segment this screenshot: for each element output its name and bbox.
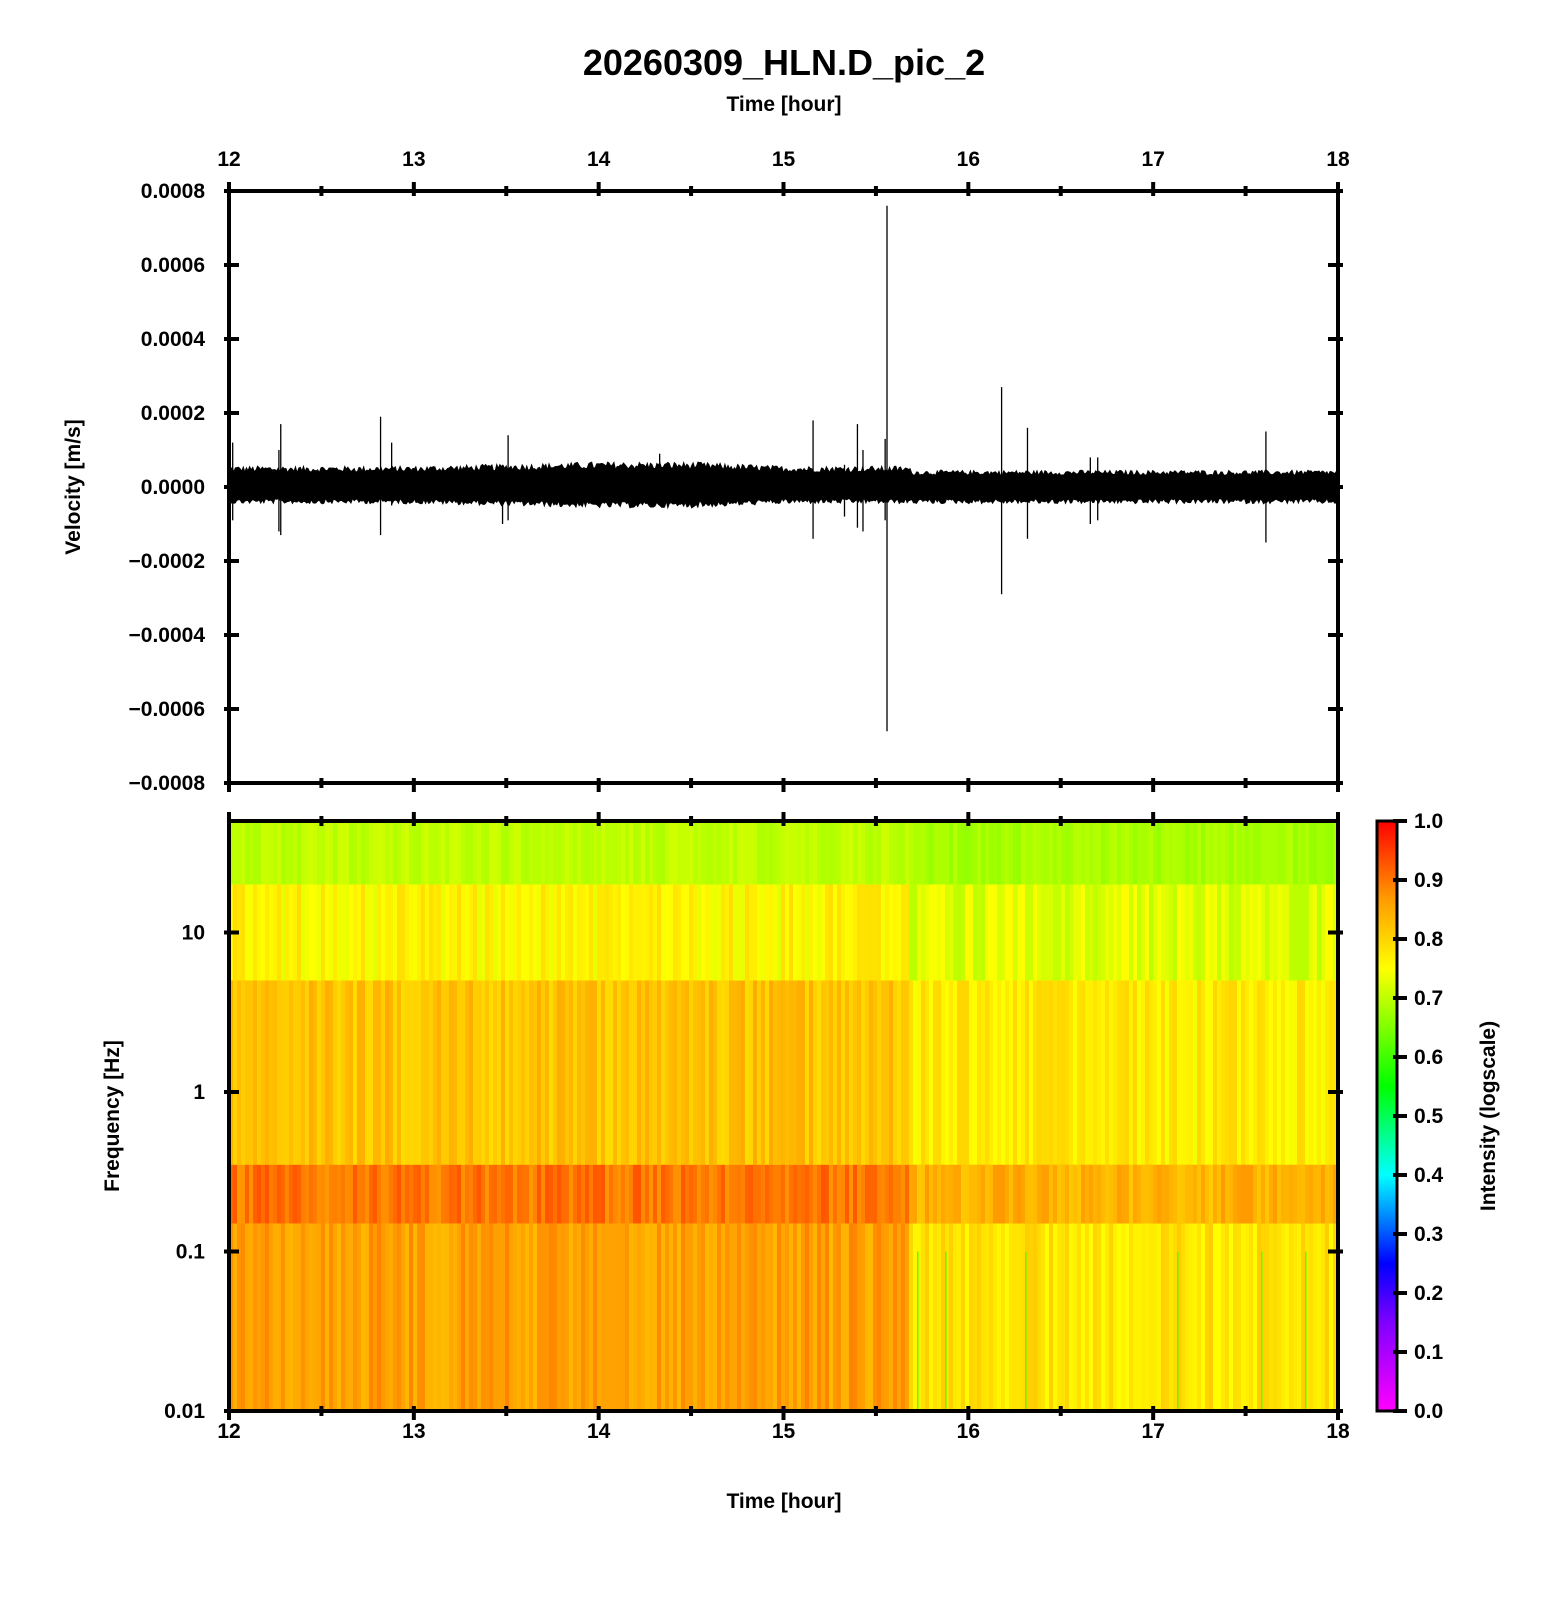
colorbar-tick-label: 0.4 [1414, 1164, 1444, 1187]
velocity-noise-band [229, 461, 1338, 510]
bottom-x-tick-label: 14 [587, 1420, 611, 1443]
velocity-y-tick-label: −0.0008 [129, 772, 206, 795]
colorbar-label: Intensity (logscale) [1477, 1021, 1500, 1211]
velocity-y-axis-label: Velocity [m/s] [62, 419, 85, 554]
velocity-y-tick-label: −0.0006 [129, 698, 206, 721]
velocity-y-tick-label: −0.0004 [129, 624, 206, 647]
bottom-x-tick-label: 16 [957, 1420, 980, 1443]
spectrogram-plot-frame [227, 819, 1340, 1413]
bottom-x-axis-label: Time [hour] [726, 1490, 841, 1513]
bottom-x-tick-label: 13 [402, 1420, 425, 1443]
velocity-panel: 12 13 14 15 16 17 18 0.00080.00060.00040.00020… [62, 148, 1350, 795]
top-x-tick-labels: 12 13 14 15 16 17 18 [217, 148, 1350, 171]
colorbar-tick-label: 0.2 [1414, 1282, 1443, 1305]
velocity-y-tick-label: 0.0006 [141, 254, 205, 277]
frequency-y-axis-label: Frequency [Hz] [101, 1040, 124, 1192]
colorbar-ticks: 1.0 0.9 0.8 0.7 0.6 0.5 0.4 0.3 0.2 0.1 0.0 [1393, 810, 1444, 1423]
top-x-tick-label: 12 [217, 148, 240, 171]
colorbar-tick-label: 0.6 [1414, 1046, 1443, 1069]
colorbar-tick-label: 0.1 [1414, 1341, 1444, 1364]
colorbar: 1.0 0.9 0.8 0.7 0.6 0.5 0.4 0.3 0.2 0.1 0.0 Intens… [1375, 810, 1500, 1423]
velocity-y-tick-label: 0.0004 [141, 328, 206, 351]
top-x-tick-label: 15 [772, 148, 796, 171]
bottom-x-tick-label: 15 [772, 1420, 796, 1443]
spectrogram-texture [229, 821, 1338, 1411]
velocity-y-tick-label: −0.0002 [129, 550, 206, 573]
top-x-tick-label: 18 [1326, 148, 1350, 171]
velocity-y-tick-label: 0.0008 [141, 180, 206, 203]
colorbar-tick-label: 0.8 [1414, 928, 1444, 951]
colorbar-tick-label: 0.7 [1414, 987, 1443, 1010]
colorbar-tick-label: 1.0 [1414, 810, 1443, 833]
frequency-y-tick-label: 1 [193, 1081, 205, 1104]
colorbar-tick-label: 0.9 [1414, 869, 1443, 892]
frequency-y-tick-label: 0.01 [164, 1400, 205, 1423]
bottom-x-tick-label: 18 [1326, 1420, 1350, 1443]
colorbar-tick-label: 0.5 [1414, 1105, 1444, 1128]
top-x-tick-label: 13 [402, 148, 425, 171]
velocity-y-tick-labels: 0.0008 0.0006 0.0004 0.0002 0.0000 −0.0002 −0.… [129, 180, 206, 795]
top-x-tick-label: 17 [1141, 148, 1164, 171]
top-x-axis-label: Time [hour] [726, 93, 841, 116]
bottom-x-tick-label: 17 [1141, 1420, 1164, 1443]
spectrogram-panel: 12 13 14 15 16 17 18 10 1 0.1 0.01 Frequency [Hz]… [101, 812, 1350, 1513]
frequency-y-tick-label: 0.1 [176, 1240, 206, 1263]
velocity-spikes [232, 205, 1267, 732]
bottom-x-tick-labels: 12 13 14 15 16 17 18 [217, 1420, 1350, 1443]
frequency-y-tick-label: 10 [182, 921, 205, 944]
top-x-tick-label: 14 [587, 148, 611, 171]
colorbar-tick-label: 0.3 [1414, 1223, 1443, 1246]
frequency-y-tick-labels: 10 1 0.1 0.01 [164, 921, 205, 1423]
top-x-tick-label: 16 [957, 148, 980, 171]
figure-title: 20260309_HLN.D_pic_2 [583, 42, 985, 83]
colorbar-tick-label: 0.0 [1414, 1400, 1443, 1423]
velocity-y-tick-label: 0.0002 [141, 402, 205, 425]
velocity-plot-frame [227, 189, 1340, 785]
velocity-y-tick-label: 0.0000 [141, 476, 205, 499]
bottom-x-tick-label: 12 [217, 1420, 240, 1443]
